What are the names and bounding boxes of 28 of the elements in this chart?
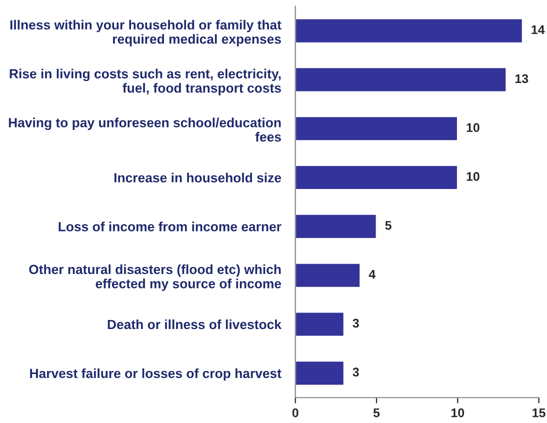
x-tick-label: 5 [373, 408, 380, 418]
bar [295, 360, 345, 386]
bar [295, 66, 508, 93]
y-tick-label: Death or illness of livestock [108, 319, 282, 330]
x-tick-label: 0 [292, 408, 298, 418]
y-tick-label: Increase in household size [114, 172, 282, 182]
y-tick-label: Illness within your household or family that required medical expenses [10, 20, 282, 46]
data-label: 13 [515, 74, 528, 84]
bar [295, 18, 524, 44]
y-tick-label: Having to pay unforeseen school/education fees [8, 118, 281, 142]
x-tick-label: 10 [451, 408, 464, 418]
y-tick-label: Harvest failure or losses of crop harvest [30, 368, 282, 381]
bar [295, 311, 345, 338]
bar [295, 214, 378, 240]
data-label: 5 [385, 221, 392, 230]
y-tick-label: Loss of income from income earner [58, 222, 282, 232]
x-tick-label: 15 [532, 408, 546, 418]
data-label: 3 [352, 318, 359, 328]
data-label: 10 [466, 172, 480, 181]
data-label: 14 [532, 25, 545, 34]
data-label: 4 [368, 270, 376, 279]
bar [295, 116, 458, 142]
y-tick-label: Rise in living costs such as rent, electricity, fuel, food transport costs [10, 68, 281, 96]
data-label: 3 [352, 368, 359, 377]
y-tick-label: Other natural disasters (flood etc) which effected my source of income [29, 264, 282, 291]
bar [295, 262, 361, 288]
bar [295, 164, 458, 190]
data-label: 10 [466, 123, 480, 132]
